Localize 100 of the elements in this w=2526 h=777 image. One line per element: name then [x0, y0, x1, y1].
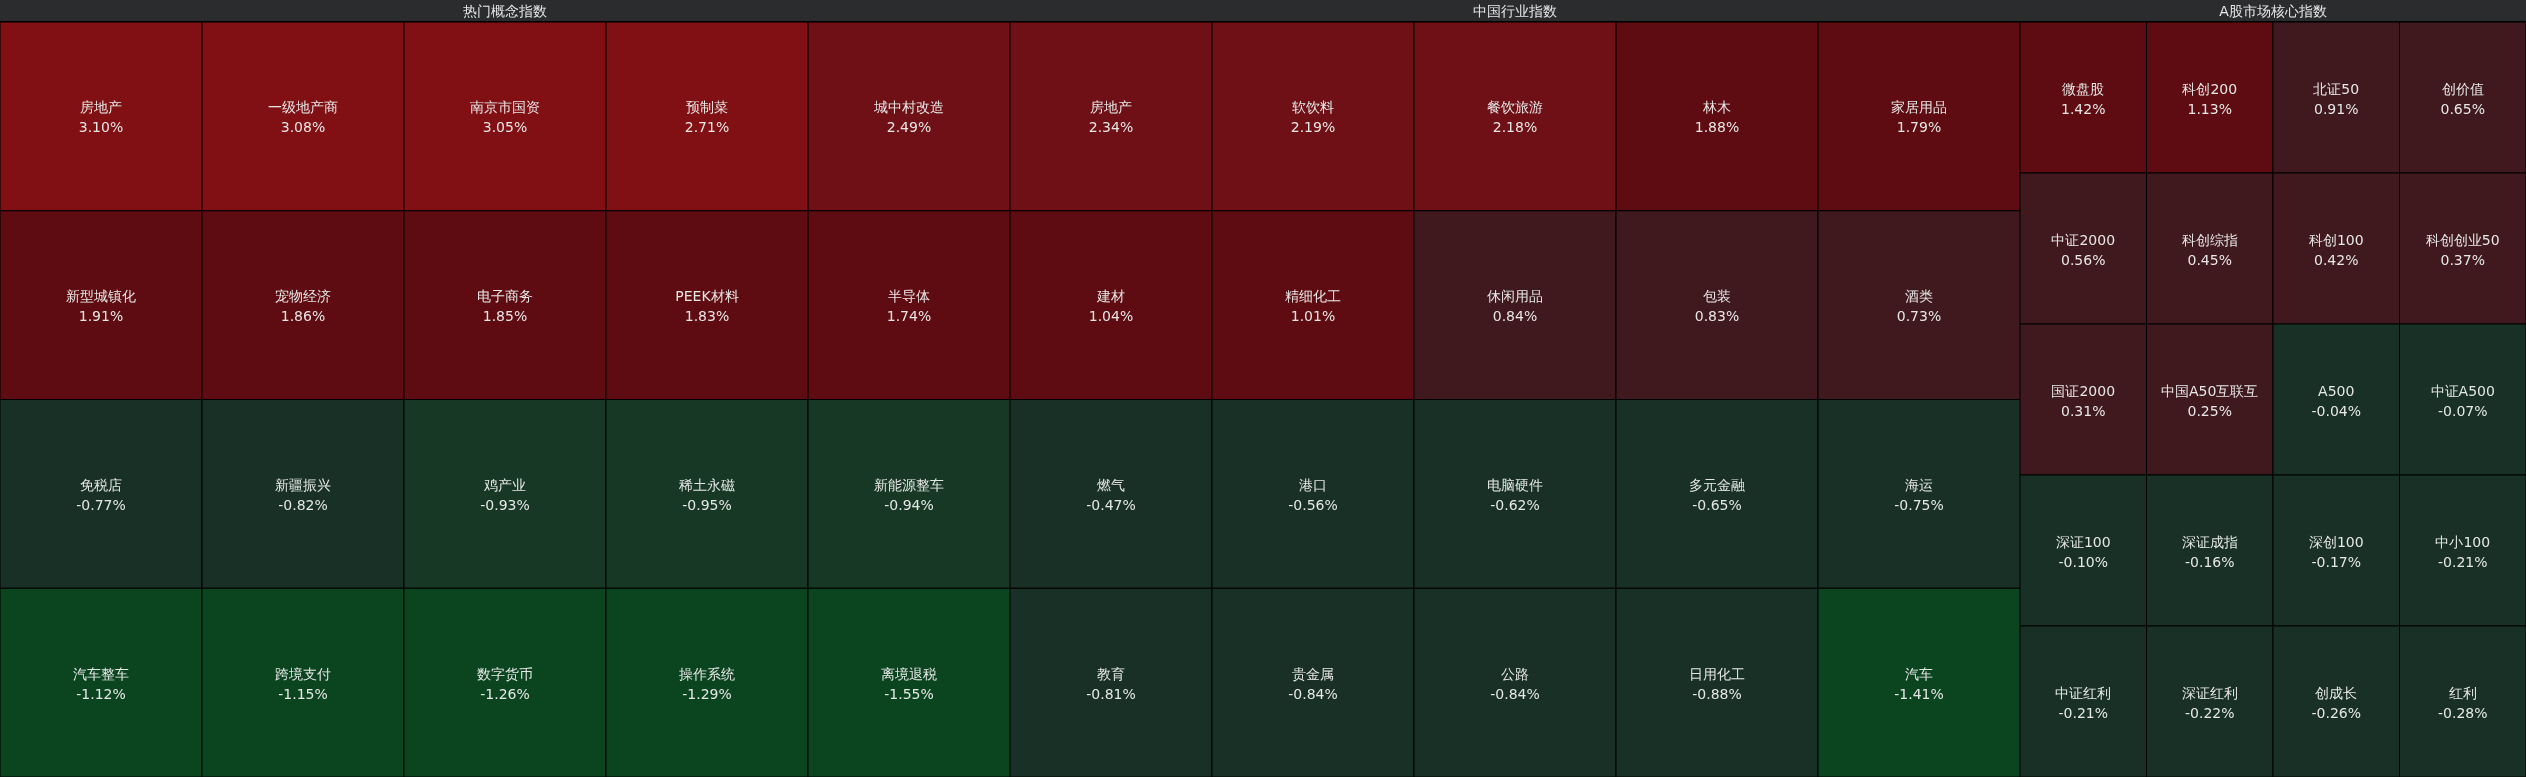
category-label: 深证100: [2055, 533, 2111, 550]
category-label: 海运: [1905, 476, 1933, 493]
data-label: -0.77%: [76, 496, 126, 513]
data-label: 1.01%: [1290, 308, 1336, 325]
data-label: -0.21%: [2058, 704, 2109, 721]
category-label: 教育: [1097, 665, 1125, 682]
data-label: 3.08%: [280, 119, 326, 136]
category-label: 科创100: [2308, 231, 2364, 248]
data-label: 1.13%: [2187, 100, 2232, 117]
category-label: 微盘股: [2062, 80, 2105, 97]
data-label: 0.91%: [2314, 100, 2359, 117]
data-label: -0.16%: [2184, 553, 2235, 570]
data-label: 2.49%: [886, 119, 932, 136]
data-label: 0.65%: [2440, 100, 2485, 117]
category-label: 操作系统: [679, 665, 735, 682]
category-label: 深证成指: [2181, 533, 2238, 550]
data-label: -0.26%: [2311, 704, 2362, 721]
category-label: 房地产: [1090, 99, 1132, 116]
category-label: 电脑硬件: [1487, 476, 1543, 493]
category-label: 日用化工: [1689, 665, 1745, 682]
data-label: 2.18%: [1492, 119, 1538, 136]
category-label: 中国A50互联互: [2161, 382, 2259, 399]
data-label: 1.83%: [684, 308, 730, 325]
data-label: 0.73%: [1896, 308, 1942, 325]
category-label: 离境退税: [881, 665, 937, 682]
category-label: 酒类: [1905, 288, 1933, 305]
category-label: 中证A500: [2430, 382, 2495, 399]
data-label: -0.84%: [1490, 685, 1540, 702]
data-label: -0.28%: [2437, 704, 2488, 721]
data-label: -0.47%: [1086, 496, 1136, 513]
data-label: -0.07%: [2437, 402, 2488, 419]
category-label: 南京市国资: [470, 99, 540, 116]
data-label: -1.55%: [884, 685, 934, 702]
data-label: 1.91%: [78, 308, 124, 325]
category-label: 汽车: [1905, 665, 1933, 682]
category-label: 餐饮旅游: [1487, 99, 1543, 116]
category-label: 鸡产业: [483, 476, 526, 493]
category-label: 跨境支付: [275, 665, 331, 682]
data-label: -0.93%: [480, 496, 530, 513]
data-label: -1.41%: [1894, 685, 1944, 702]
category-label: 燃气: [1097, 476, 1125, 493]
category-label: 软饮料: [1292, 99, 1334, 116]
data-label: 0.56%: [2061, 251, 2106, 268]
data-label: -0.10%: [2058, 553, 2109, 570]
data-label: -0.84%: [1288, 685, 1338, 702]
category-label: 建材: [1096, 288, 1125, 305]
category-label: 电子商务: [477, 288, 533, 305]
category-label: 港口: [1299, 476, 1327, 493]
data-label: 1.04%: [1088, 308, 1134, 325]
category-label: 深创100: [2308, 533, 2364, 550]
data-label: 0.42%: [2314, 251, 2359, 268]
category-label: 创价值: [2441, 80, 2484, 97]
data-label: -0.75%: [1894, 496, 1944, 513]
category-label: 科创创业50: [2425, 231, 2500, 248]
category-label: 宠物经济: [275, 288, 331, 305]
category-label: PEEK材料: [675, 288, 739, 305]
data-label: 0.45%: [2187, 251, 2232, 268]
data-label: 0.83%: [1694, 308, 1740, 325]
data-label: 1.85%: [482, 308, 528, 325]
category-label: 中证2000: [2051, 231, 2116, 248]
category-label: 国证2000: [2051, 382, 2116, 399]
data-label: 1.88%: [1694, 119, 1740, 136]
category-label: 包装: [1703, 288, 1731, 305]
data-label: -0.81%: [1086, 685, 1136, 702]
category-label: 新能源整车: [874, 476, 944, 493]
category-label: 稀土永磁: [679, 476, 735, 493]
category-label: 林木: [1702, 99, 1731, 116]
category-label: 城中村改造: [873, 99, 944, 116]
category-label: 科创200: [2182, 80, 2238, 97]
header-strip: 热门概念指数: [0, 0, 1010, 22]
data-label: -1.12%: [76, 685, 126, 702]
data-label: -1.15%: [278, 685, 328, 702]
category-label: 北证50: [2313, 80, 2360, 97]
category-label: 数字货币: [477, 665, 533, 682]
category-label: 公路: [1501, 665, 1529, 682]
data-label: -0.62%: [1490, 496, 1540, 513]
data-label: -0.22%: [2184, 704, 2235, 721]
data-label: -0.88%: [1692, 685, 1742, 702]
category-label: A500: [2318, 382, 2355, 399]
category-label: 中证红利: [2055, 684, 2112, 701]
category-label: 休闲用品: [1487, 288, 1543, 305]
category-label: 房地产: [80, 99, 122, 116]
data-label: -0.95%: [682, 496, 732, 513]
data-label: -0.65%: [1692, 496, 1742, 513]
data-label: 2.71%: [684, 119, 730, 136]
category-label: 新型城镇化: [66, 288, 136, 305]
data-label: 0.25%: [2187, 402, 2232, 419]
header-strip: A股市场核心指数: [2020, 0, 2526, 22]
category-label: 中小100: [2435, 533, 2491, 550]
data-label: 2.19%: [1290, 119, 1336, 136]
data-label: 0.37%: [2440, 251, 2485, 268]
data-label: 3.05%: [482, 119, 528, 136]
category-label: 预制菜: [686, 99, 728, 116]
data-label: -0.56%: [1288, 496, 1338, 513]
data-label: 1.42%: [2061, 100, 2106, 117]
category-label: 科创综指: [2181, 231, 2238, 248]
data-label: -0.82%: [278, 496, 328, 513]
category-label: 免税店: [80, 476, 122, 493]
category-label: 家居用品: [1891, 99, 1947, 116]
data-label: 0.31%: [2061, 402, 2106, 419]
